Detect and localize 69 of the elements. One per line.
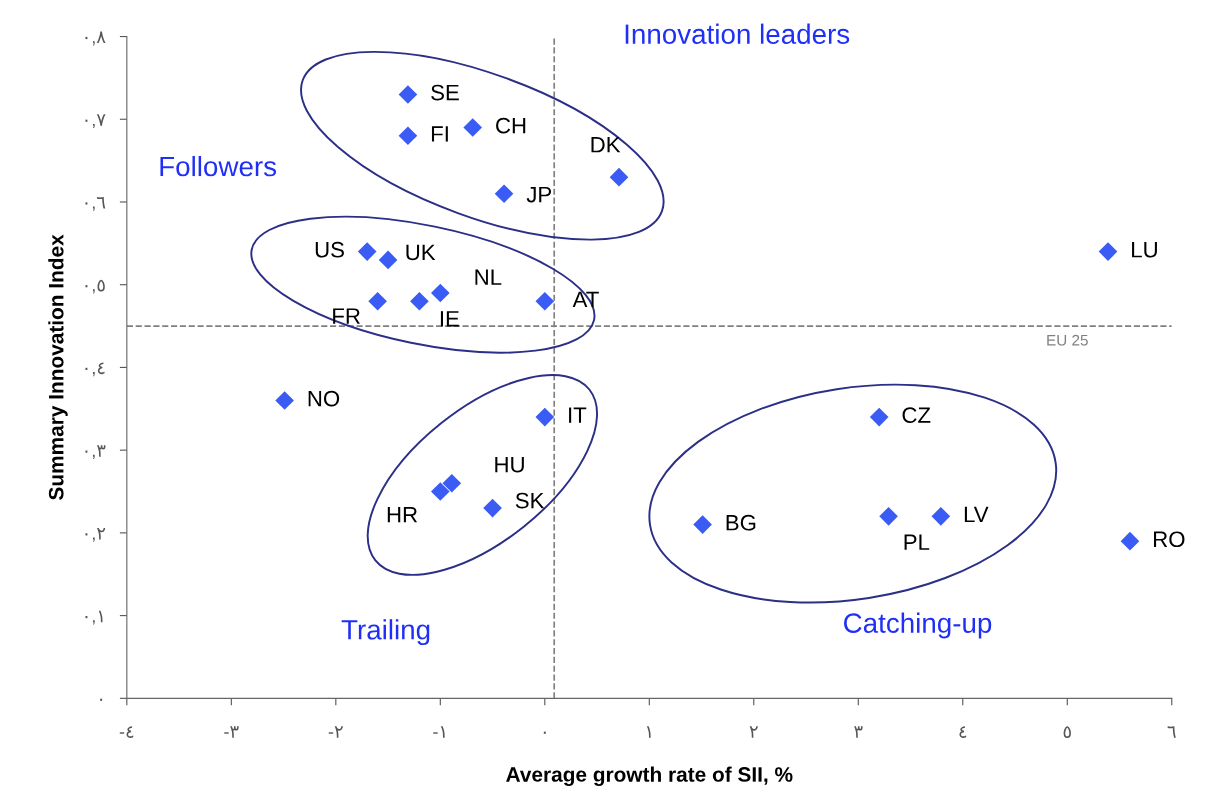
x-tick-label: ٢ (749, 726, 758, 738)
x-tick-label: ٥ (1063, 726, 1071, 738)
data-label: FI (431, 126, 448, 142)
data-label: PL (904, 534, 930, 550)
point (1098, 242, 1118, 261)
data-label: JP (526, 186, 552, 203)
point (442, 473, 462, 493)
data-label: LV (964, 506, 989, 523)
y-tick-label: ٠,٥ (85, 279, 105, 294)
data-label: UK (406, 244, 436, 261)
data-label: RO (1154, 531, 1185, 548)
x-tick-label: ١ (646, 726, 651, 738)
x-axis-title: Average growth rate of SII, % (506, 766, 793, 787)
annotation: Followers (160, 155, 277, 177)
data-label: NL (475, 269, 502, 285)
data-label: NO (308, 390, 340, 407)
data-label: HU (495, 457, 524, 473)
data-label: IE (440, 311, 459, 327)
x-tick-label: -٢ (328, 726, 343, 738)
point (869, 407, 889, 427)
point (483, 498, 502, 518)
point (398, 126, 418, 146)
x-tick-label: -١ (433, 726, 445, 738)
data-label: BG (726, 514, 756, 531)
point (931, 507, 951, 526)
point (275, 391, 294, 410)
point (431, 283, 450, 303)
point (693, 515, 712, 534)
x-tick-label: -٤ (119, 726, 134, 738)
point (431, 482, 450, 501)
data-label: HR (387, 506, 418, 523)
data-label: CZ (902, 407, 931, 424)
point (494, 184, 514, 204)
data-label: LU (1132, 242, 1157, 258)
x-tick-label: -٣ (224, 726, 239, 738)
y-tick-label: ٠,١ (85, 610, 103, 625)
point (410, 291, 429, 311)
point (535, 291, 555, 311)
x-tick-label: ٦ (1167, 726, 1176, 738)
data-label: SK (515, 492, 545, 509)
point (609, 167, 629, 187)
x-tick-label: ٣ (854, 726, 863, 738)
y-tick-label: ٠,٣ (85, 445, 106, 460)
point (535, 407, 555, 427)
data-label: DK (591, 137, 621, 153)
annotation: Innovation leaders (625, 23, 850, 44)
y-tick-label: ٠,٦ (85, 197, 106, 211)
ref-line-label: EU 25 (1047, 334, 1088, 346)
y-tick-label: ٠,٨ (85, 31, 106, 46)
x-tick-label: ٠ (543, 731, 546, 734)
point (368, 291, 387, 311)
data-label: IT (569, 407, 587, 423)
point (1120, 531, 1140, 551)
point (398, 85, 418, 104)
annotation: Trailing (341, 619, 430, 646)
point (378, 250, 398, 270)
point (463, 118, 483, 137)
y-axis-title: Summary Innovation Index (48, 234, 68, 500)
data-label: FR (333, 308, 360, 324)
annotation: Catching-up (844, 612, 992, 639)
y-tick-label: ٠,٤ (85, 362, 105, 377)
data-label: SE (431, 84, 459, 101)
data-label: CH (496, 117, 526, 134)
y-tick-label: ٠,٢ (85, 527, 106, 542)
point (879, 507, 898, 526)
y-tick-label: ٠,٧ (85, 114, 106, 129)
data-label: US (315, 241, 344, 258)
point (357, 242, 377, 261)
x-tick-label: ٤ (959, 726, 967, 738)
